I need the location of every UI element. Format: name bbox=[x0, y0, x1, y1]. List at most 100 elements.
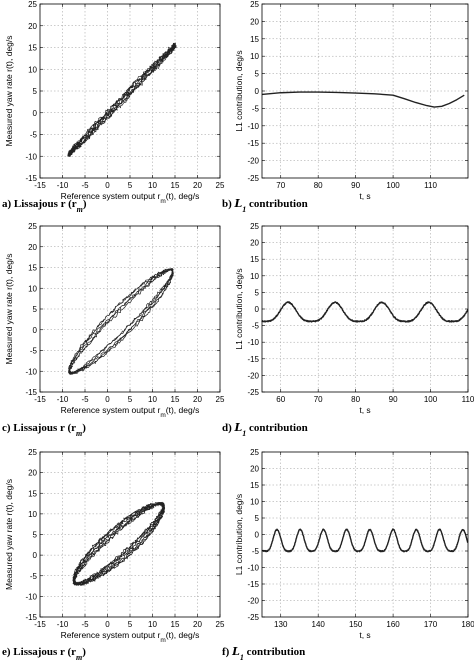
y-tick-label: -10 bbox=[25, 592, 37, 601]
x-tick-label: 70 bbox=[314, 395, 323, 404]
y-tick-label: 20 bbox=[250, 465, 259, 474]
x-axis-label-text: t, s bbox=[359, 630, 370, 640]
x-tick-label: -5 bbox=[81, 395, 89, 404]
x-axis-label: t, s bbox=[359, 630, 370, 640]
x-tick-label: -15 bbox=[34, 181, 46, 190]
y-tick-label: 10 bbox=[250, 52, 259, 61]
y-tick-label: -25 bbox=[247, 388, 259, 397]
x-tick-label: 130 bbox=[274, 620, 288, 629]
panel-caption-tail: contribution bbox=[246, 198, 307, 210]
x-axis-label-text: Reference system output r bbox=[61, 630, 161, 640]
x-tick-label: 170 bbox=[424, 620, 438, 629]
lissajous-trace bbox=[68, 268, 174, 375]
y-tick-label: 0 bbox=[255, 87, 260, 96]
x-tick-label: 25 bbox=[216, 620, 225, 629]
y-tick-label: -5 bbox=[252, 322, 260, 331]
y-tick-label: 20 bbox=[250, 239, 259, 248]
x-axis-label: Reference system output rm(t), deg/s bbox=[61, 630, 200, 644]
x-tick-label: 10 bbox=[148, 395, 157, 404]
y-tick-label: 5 bbox=[33, 531, 38, 540]
x-axis-label-subscript: m bbox=[160, 412, 165, 419]
x-axis-label: Reference system output rm(t), deg/s bbox=[61, 191, 200, 205]
y-tick-label: -10 bbox=[247, 338, 259, 347]
panel-caption-tail: ) bbox=[82, 422, 86, 434]
panel-caption-text: a) Lissajous r (r bbox=[2, 198, 77, 210]
panel-caption: b) L1 contribution bbox=[222, 197, 308, 214]
x-tick-label: 20 bbox=[193, 620, 202, 629]
lissajous-trace bbox=[67, 42, 177, 157]
x-tick-label: 80 bbox=[314, 181, 323, 190]
panel-caption-subscript: m bbox=[77, 205, 83, 214]
y-axis-label: L1 contribution, deg/s bbox=[234, 494, 244, 575]
x-tick-label: 70 bbox=[276, 181, 285, 190]
y-tick-label: 20 bbox=[28, 22, 37, 31]
x-tick-label: 0 bbox=[105, 620, 110, 629]
y-tick-label: 10 bbox=[250, 272, 259, 281]
x-tick-label: 60 bbox=[276, 395, 285, 404]
y-tick-label: -20 bbox=[247, 157, 259, 166]
y-tick-label: 20 bbox=[250, 17, 259, 26]
y-tick-label: 10 bbox=[250, 498, 259, 507]
y-tick-label: 15 bbox=[28, 489, 37, 498]
x-tick-label: 10 bbox=[148, 620, 157, 629]
y-tick-label: 10 bbox=[28, 510, 37, 519]
y-axis-label: Measured yaw rate r(t), deg/s bbox=[4, 35, 14, 146]
panel-d: 60 70 80 90 100 110 -25 -20 -15 -10 -5 0 5 10 15 20 25 t,… bbox=[222, 222, 474, 438]
x-tick-label: 150 bbox=[349, 620, 363, 629]
x-tick-label: 20 bbox=[193, 395, 202, 404]
panel-caption: c) Lissajous r (rm) bbox=[2, 422, 86, 438]
y-tick-label: -10 bbox=[247, 122, 259, 131]
y-tick-label: -15 bbox=[25, 174, 37, 183]
panel-b: 70 80 90 100 110 -25 -20 -15 -10 -5 0 5 10 15 20 25 t, s… bbox=[222, 0, 469, 214]
y-tick-label: 0 bbox=[33, 109, 38, 118]
y-tick-label: 20 bbox=[28, 469, 37, 478]
x-tick-label: -15 bbox=[34, 620, 46, 629]
x-tick-label: 25 bbox=[216, 395, 225, 404]
x-axis-label-subscript: m bbox=[160, 198, 165, 205]
y-tick-label: 15 bbox=[28, 264, 37, 273]
panel-caption-subscript: 1 bbox=[240, 653, 244, 660]
y-tick-label: -5 bbox=[30, 347, 38, 356]
y-tick-label: -20 bbox=[247, 597, 259, 606]
x-axis-label: t, s bbox=[359, 405, 370, 415]
x-axis-label-subscript: m bbox=[160, 637, 165, 644]
x-tick-label: -10 bbox=[57, 620, 69, 629]
x-tick-label: 15 bbox=[171, 620, 180, 629]
y-tick-label: 0 bbox=[33, 326, 38, 335]
y-tick-label: -25 bbox=[247, 613, 259, 622]
panel-caption-tail: ) bbox=[83, 198, 87, 210]
x-tick-label: 90 bbox=[351, 181, 360, 190]
y-axis-label: Measured yaw rate r(t), deg/s bbox=[4, 479, 14, 590]
panel-caption-tail: ) bbox=[82, 646, 86, 658]
x-axis-label: Reference system output rm(t), deg/s bbox=[61, 405, 200, 419]
y-axis-label: L1 contribution, deg/s bbox=[234, 268, 244, 349]
panel-caption-text: f) bbox=[222, 646, 232, 658]
y-tick-label: 15 bbox=[28, 44, 37, 53]
x-tick-label: 5 bbox=[128, 181, 133, 190]
y-tick-label: -5 bbox=[30, 572, 38, 581]
panel-caption-subscript: m bbox=[76, 429, 82, 438]
panel-caption-text: d) bbox=[222, 422, 235, 434]
x-axis-label-text: Reference system output r bbox=[61, 405, 161, 415]
x-tick-label: 0 bbox=[105, 395, 110, 404]
panel-caption-text: b) bbox=[222, 198, 235, 210]
x-tick-label: 80 bbox=[351, 395, 360, 404]
y-tick-label: 0 bbox=[255, 531, 260, 540]
l1-contribution-line bbox=[261, 301, 469, 323]
panel-caption-tail: contribution bbox=[246, 422, 307, 434]
y-tick-label: 15 bbox=[250, 35, 259, 44]
y-tick-label: -10 bbox=[25, 152, 37, 161]
panel-caption: f) L1 contribution bbox=[222, 645, 305, 660]
x-tick-label: 180 bbox=[461, 620, 474, 629]
y-tick-label: -15 bbox=[247, 580, 259, 589]
y-tick-label: -20 bbox=[247, 371, 259, 380]
y-tick-label: -5 bbox=[252, 547, 260, 556]
x-tick-label: 5 bbox=[128, 395, 133, 404]
panel-caption-subscript: 1 bbox=[242, 429, 246, 438]
x-tick-label: 15 bbox=[171, 395, 180, 404]
y-tick-label: 25 bbox=[28, 0, 37, 9]
y-tick-label: 10 bbox=[28, 65, 37, 74]
x-tick-label: -5 bbox=[81, 620, 89, 629]
y-tick-label: -25 bbox=[247, 174, 259, 183]
x-tick-label: 100 bbox=[386, 181, 400, 190]
